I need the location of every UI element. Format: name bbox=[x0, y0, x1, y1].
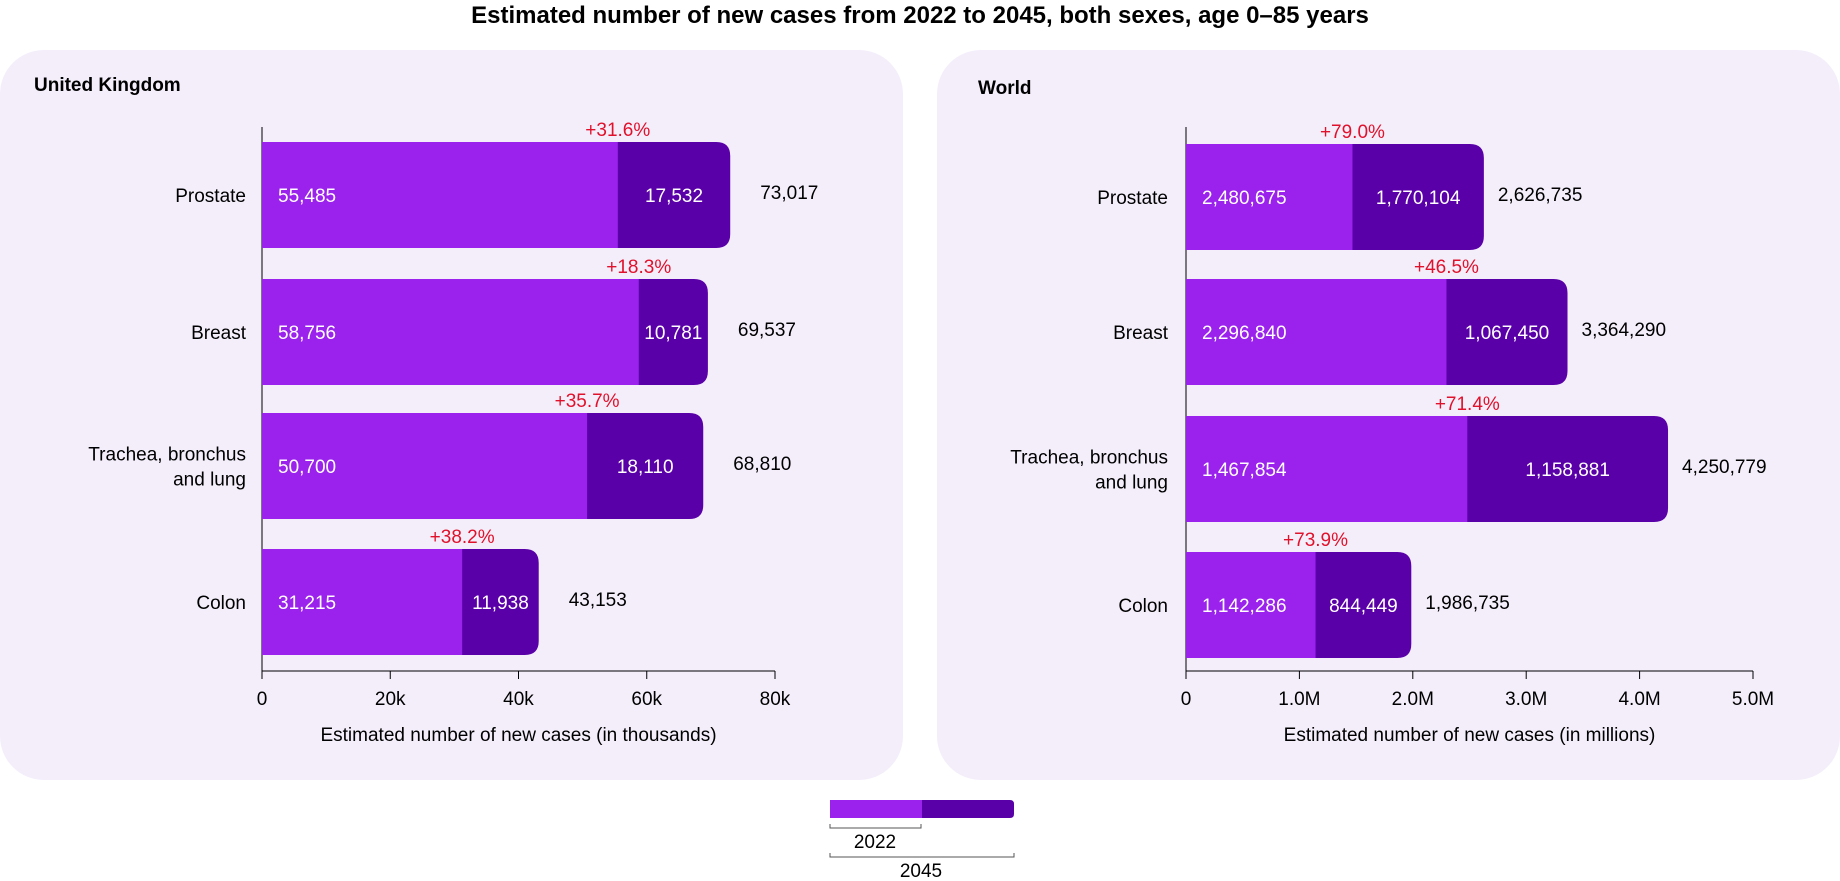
x-axis-title: Estimated number of new cases (in millio… bbox=[1284, 725, 1656, 746]
total-label: 68,810 bbox=[733, 454, 791, 475]
category-label: Breast bbox=[191, 323, 247, 344]
legend-label-2022: 2022 bbox=[854, 832, 896, 853]
x-tick-label: 3.0M bbox=[1505, 689, 1547, 710]
category-label: Colon bbox=[1118, 596, 1168, 617]
percent-change-label: +71.4% bbox=[1435, 394, 1500, 415]
total-label: 3,364,290 bbox=[1582, 320, 1667, 341]
bar-label-2022: 58,756 bbox=[278, 323, 336, 344]
percent-change-label: +46.5% bbox=[1414, 257, 1479, 278]
percent-change-label: +35.7% bbox=[555, 391, 620, 412]
percent-change-label: +31.6% bbox=[585, 120, 650, 141]
category-label: Prostate bbox=[1097, 188, 1168, 209]
category-label: Prostate bbox=[175, 186, 246, 207]
bar-2022 bbox=[262, 549, 463, 655]
bar-label-2022: 2,480,675 bbox=[1202, 188, 1287, 209]
category-label: Breast bbox=[1113, 323, 1169, 344]
chart-world: World 0 1.0M 2.0M 3.0M 4.0M 5.0M Estimated numb… bbox=[978, 78, 1774, 746]
panel-united-kingdom: United Kingdom 0 20k 40k 60k 80k Estimated num… bbox=[0, 50, 903, 780]
bar-label-2045: 1,770,104 bbox=[1376, 188, 1461, 209]
bar-label-2022: 31,215 bbox=[278, 593, 336, 614]
bar-label-2022: 50,700 bbox=[278, 457, 336, 478]
panel-title: United Kingdom bbox=[34, 75, 181, 96]
x-tick-label: 0 bbox=[1181, 689, 1192, 710]
bar-2022 bbox=[262, 142, 618, 248]
total-label: 1,986,735 bbox=[1425, 593, 1510, 614]
bar-label-2022: 2,296,840 bbox=[1202, 323, 1287, 344]
bar-2022 bbox=[1186, 144, 1353, 250]
total-label: 2,626,735 bbox=[1498, 185, 1583, 206]
total-label: 4,250,779 bbox=[1682, 457, 1767, 478]
bar-label-2045: 17,532 bbox=[645, 186, 703, 207]
total-label: 43,153 bbox=[569, 590, 627, 611]
percent-change-label: +73.9% bbox=[1283, 530, 1348, 551]
percent-change-label: +18.3% bbox=[606, 257, 671, 278]
bar-2022 bbox=[262, 413, 588, 519]
percent-change-label: +79.0% bbox=[1320, 122, 1385, 143]
legend-bracket-2022 bbox=[829, 824, 922, 829]
legend-label-2045: 2045 bbox=[900, 861, 942, 881]
bar-label-2045: 1,067,450 bbox=[1465, 323, 1550, 344]
panel-world: World 0 1.0M 2.0M 3.0M 4.0M 5.0M Estimated numb… bbox=[937, 50, 1840, 780]
bar-2022 bbox=[1186, 552, 1316, 658]
bar-2022 bbox=[1186, 279, 1447, 385]
x-tick-label: 4.0M bbox=[1618, 689, 1660, 710]
bar-label-2022: 1,142,286 bbox=[1202, 596, 1287, 617]
category-label: Trachea, bronchus and lung bbox=[1010, 448, 1168, 494]
panel-title: World bbox=[978, 78, 1031, 99]
bar-label-2022: 55,485 bbox=[278, 186, 336, 207]
bar-2022 bbox=[262, 279, 639, 385]
x-tick-label: 1.0M bbox=[1278, 689, 1320, 710]
x-tick-label: 2.0M bbox=[1392, 689, 1434, 710]
x-tick-label: 0 bbox=[257, 689, 268, 710]
bar-2022 bbox=[1186, 416, 1468, 522]
x-tick-label: 80k bbox=[760, 689, 791, 710]
bar-label-2045: 1,158,881 bbox=[1525, 460, 1610, 481]
category-label: Trachea, bronchus and lung bbox=[88, 445, 246, 491]
bar-label-2045: 11,938 bbox=[472, 593, 529, 614]
bar-label-2045: 844,449 bbox=[1329, 596, 1398, 617]
x-tick-label: 60k bbox=[631, 689, 662, 710]
x-tick-label: 20k bbox=[375, 689, 406, 710]
percent-change-label: +38.2% bbox=[430, 527, 495, 548]
bar-label-2045: 18,110 bbox=[617, 457, 674, 478]
x-axis-title: Estimated number of new cases (in thousa… bbox=[320, 725, 716, 746]
bar-label-2045: 10,781 bbox=[644, 323, 702, 344]
category-label: Colon bbox=[196, 593, 246, 614]
chart-united-kingdom: United Kingdom 0 20k 40k 60k 80k Estimated num… bbox=[34, 75, 818, 746]
x-tick-label: 5.0M bbox=[1732, 689, 1774, 710]
total-label: 69,537 bbox=[738, 320, 796, 341]
x-tick-label: 40k bbox=[503, 689, 534, 710]
legend-swatch-2022 bbox=[830, 800, 922, 818]
legend-bracket-2045 bbox=[829, 853, 1015, 858]
chart-title: Estimated number of new cases from 2022 … bbox=[471, 2, 1369, 29]
bar-label-2022: 1,467,854 bbox=[1202, 460, 1287, 481]
total-label: 73,017 bbox=[760, 183, 818, 204]
